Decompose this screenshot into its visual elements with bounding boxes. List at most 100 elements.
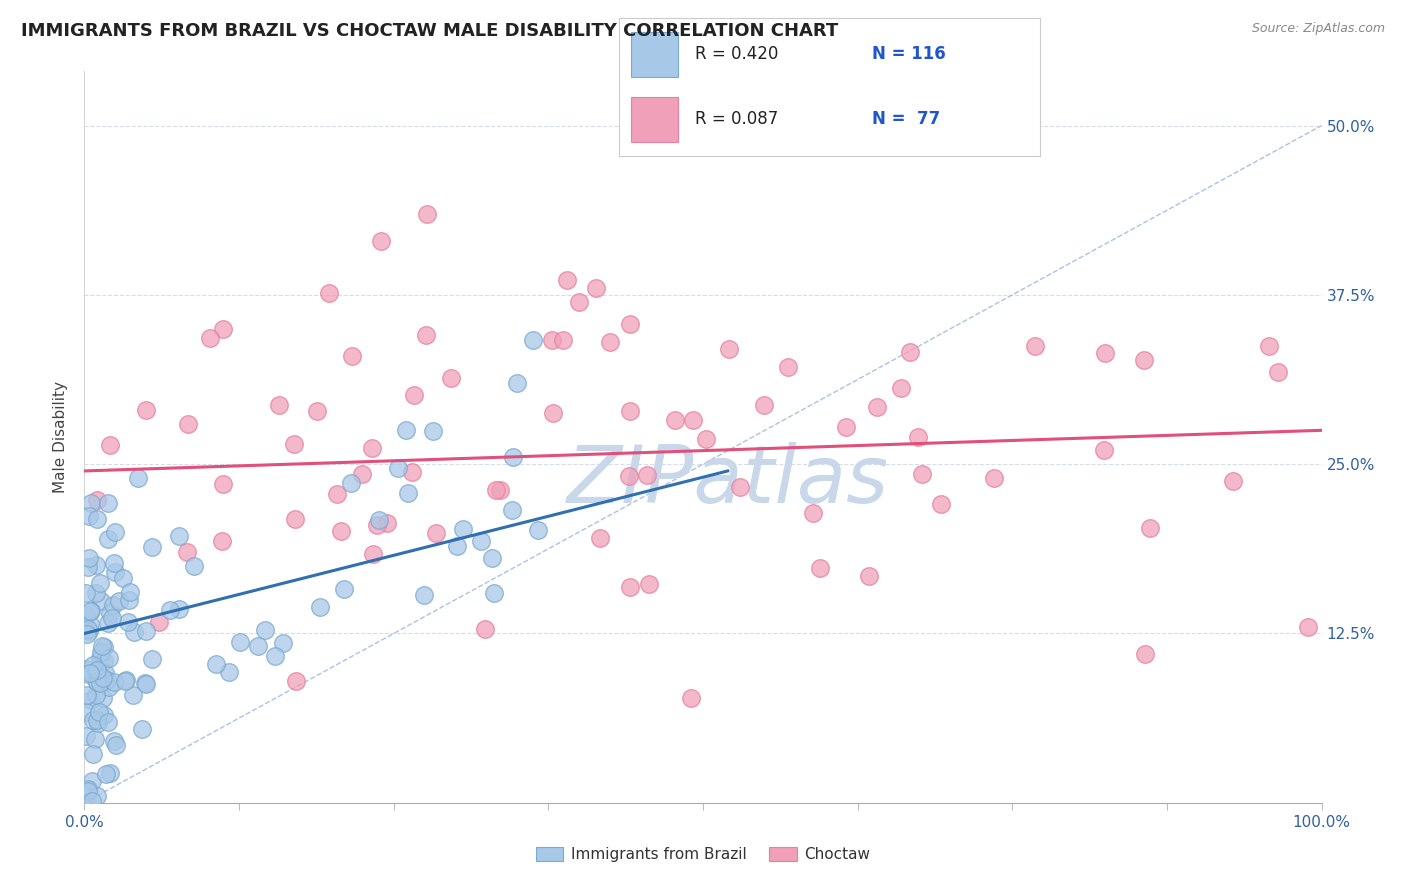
Point	[86, 664, 108, 678]
Point	[134, 676, 156, 690]
Point	[568, 294, 591, 309]
Point	[396, 486, 419, 500]
Point	[212, 476, 235, 491]
Point	[907, 430, 929, 444]
Point	[90, 593, 112, 607]
Point	[97, 714, 120, 729]
Point	[176, 545, 198, 559]
Point	[82, 657, 104, 672]
Point	[177, 417, 200, 431]
Point	[1094, 346, 1116, 360]
Point	[1296, 620, 1319, 634]
Point	[340, 349, 363, 363]
Point	[366, 517, 388, 532]
Point	[141, 540, 163, 554]
Point	[90, 645, 112, 659]
Text: ZIPatlas: ZIPatlas	[567, 442, 889, 520]
Point	[416, 206, 439, 220]
Point	[97, 532, 120, 546]
Point	[412, 588, 434, 602]
Point	[103, 598, 125, 612]
Point	[84, 586, 107, 600]
Point	[103, 556, 125, 570]
Point	[283, 437, 305, 451]
Point	[77, 783, 100, 797]
Point	[401, 465, 423, 479]
Point	[94, 767, 117, 781]
Point	[105, 738, 128, 752]
Point	[100, 610, 122, 624]
Point	[90, 639, 112, 653]
Point	[77, 551, 100, 566]
Point	[446, 539, 468, 553]
Point	[619, 468, 641, 483]
Point	[350, 467, 373, 481]
Point	[79, 604, 101, 618]
Point	[79, 666, 101, 681]
Point	[1024, 339, 1046, 353]
Point	[103, 734, 125, 748]
Point	[1139, 520, 1161, 534]
Point	[115, 673, 138, 687]
Point	[86, 511, 108, 525]
Point	[89, 651, 111, 665]
Point	[810, 561, 832, 575]
Point	[79, 616, 101, 631]
Point	[551, 333, 574, 347]
Point	[77, 509, 100, 524]
Point	[309, 600, 332, 615]
Point	[118, 593, 141, 607]
Point	[599, 335, 621, 350]
Point	[367, 513, 389, 527]
Point	[1132, 352, 1154, 367]
Point	[98, 606, 121, 620]
Point	[422, 424, 444, 438]
Point	[470, 533, 492, 548]
Point	[80, 693, 103, 707]
Point	[76, 688, 98, 702]
Point	[97, 615, 120, 630]
Point	[87, 705, 110, 719]
Point	[218, 665, 240, 680]
Point	[271, 636, 294, 650]
Point	[474, 622, 496, 636]
Point	[77, 622, 100, 636]
Point	[619, 317, 641, 331]
Point	[135, 624, 157, 639]
Point	[1092, 442, 1115, 457]
Point	[120, 584, 142, 599]
Point	[87, 715, 110, 730]
Point	[361, 547, 384, 561]
Point	[75, 729, 97, 743]
Point	[484, 586, 506, 600]
Point	[929, 497, 952, 511]
Point	[404, 388, 426, 402]
Point	[127, 471, 149, 485]
Point	[148, 615, 170, 630]
Point	[415, 327, 437, 342]
Point	[86, 493, 108, 508]
Point	[80, 774, 103, 789]
Point	[89, 676, 111, 690]
Point	[76, 560, 98, 574]
Point	[858, 569, 880, 583]
Point	[541, 406, 564, 420]
Text: R = 0.420: R = 0.420	[695, 45, 778, 63]
FancyBboxPatch shape	[631, 32, 678, 78]
Point	[97, 680, 120, 694]
Point	[98, 437, 121, 451]
Point	[898, 345, 921, 359]
Point	[834, 419, 856, 434]
Point	[555, 273, 578, 287]
Point	[803, 506, 825, 520]
Point	[526, 524, 548, 538]
Point	[489, 483, 512, 497]
Point	[619, 404, 641, 418]
Point	[395, 423, 418, 437]
Point	[198, 331, 221, 345]
Point	[387, 460, 409, 475]
Point	[75, 705, 97, 719]
Point	[284, 512, 307, 526]
Point	[75, 796, 97, 810]
Point	[135, 402, 157, 417]
